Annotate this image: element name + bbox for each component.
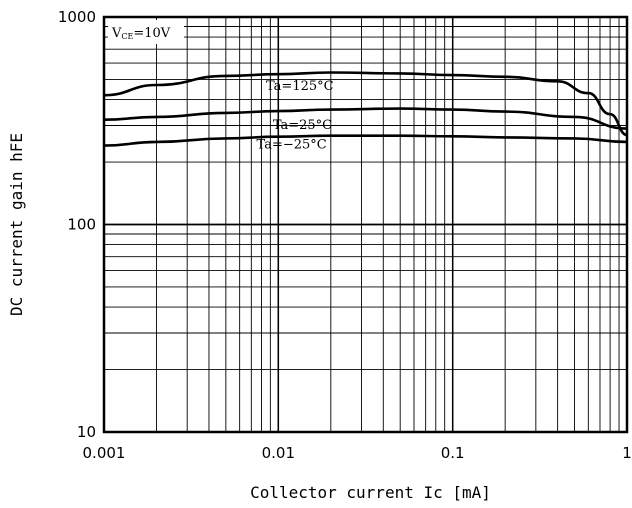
series-label-ta-25: Ta=25°C	[273, 118, 332, 133]
curve-ta-125	[103, 71, 628, 137]
x-tick-label: 0.1	[441, 444, 465, 462]
condition-sub: CE	[121, 32, 133, 41]
series-layer	[103, 71, 628, 147]
curve-ta-minus-25	[103, 134, 628, 147]
plot-frame	[102, 15, 629, 434]
series-labels: Ta=125°C Ta=25°C Ta=−25°C	[257, 79, 334, 152]
x-tick-label: 0.01	[262, 444, 295, 462]
curve-ta-25	[103, 107, 628, 130]
y-tick-labels: 10 100 1000	[58, 8, 96, 441]
y-axis-title: DC current gain hFE	[7, 133, 26, 316]
y-tick-label: 1000	[58, 8, 96, 26]
series-label-ta-125: Ta=125°C	[266, 79, 334, 94]
x-tick-labels: 0.001 0.01 0.1 1	[83, 444, 632, 462]
condition-label: VCE=10V	[111, 26, 171, 41]
y-tick-label: 100	[67, 216, 96, 234]
x-axis-title: Collector current Ic [mA]	[250, 483, 491, 502]
condition-rest: =10V	[133, 26, 170, 41]
x-tick-label: 1	[622, 444, 632, 462]
condition-main: V	[111, 26, 122, 41]
y-tick-label: 10	[77, 423, 96, 441]
condition-box: VCE=10V	[108, 20, 184, 44]
condition-box-background	[108, 20, 184, 44]
series-label-ta-minus-25: Ta=−25°C	[257, 138, 327, 153]
x-tick-label: 0.001	[83, 444, 126, 462]
